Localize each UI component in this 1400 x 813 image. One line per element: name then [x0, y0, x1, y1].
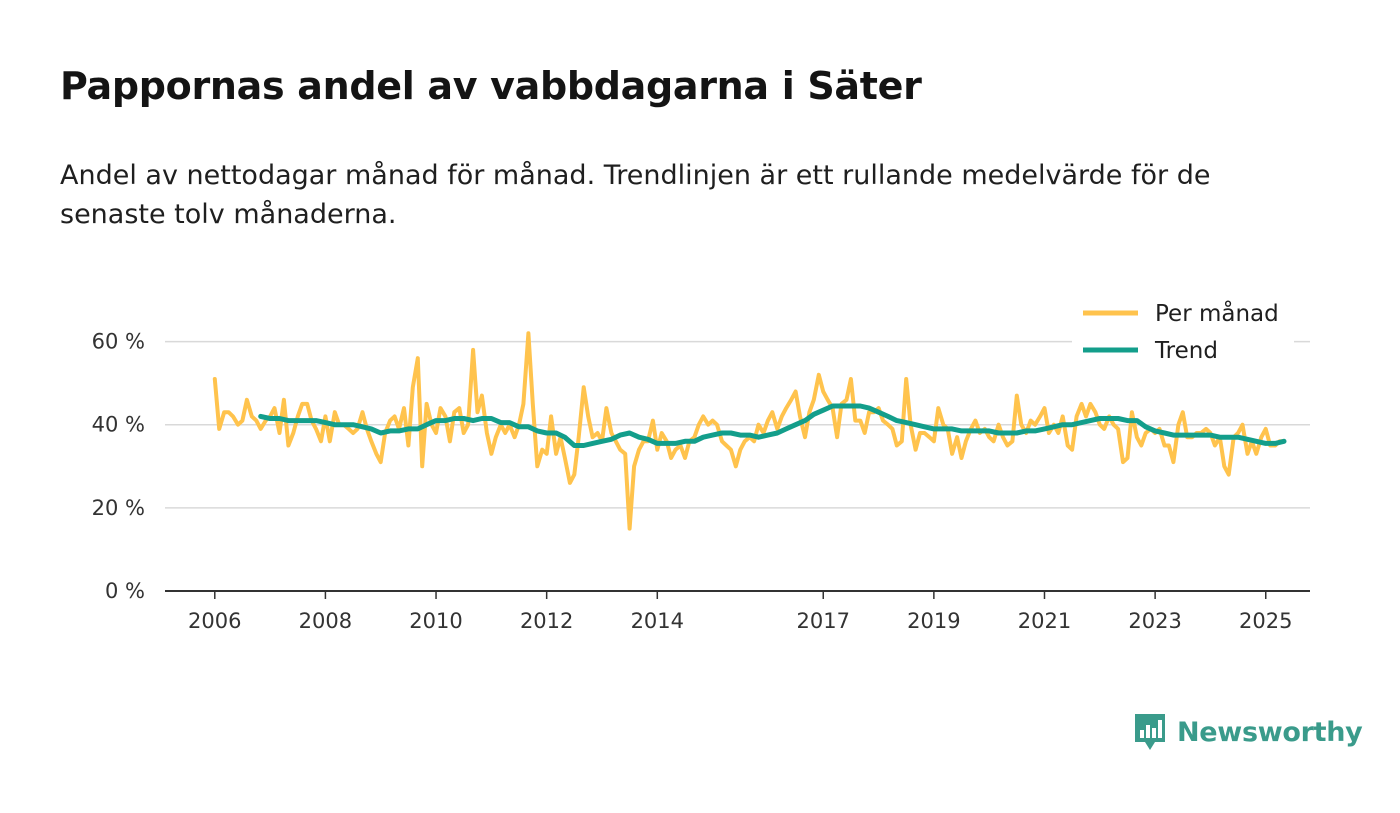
- series-lines: [212, 331, 1287, 531]
- newsworthy-logo: Newsworthy: [1133, 712, 1363, 752]
- legend-background: [1072, 294, 1294, 374]
- x-tick-label: 2023: [1128, 609, 1181, 633]
- x-tick-label: 2017: [797, 609, 850, 633]
- brand-name: Newsworthy: [1177, 716, 1363, 748]
- y-tick-label: 0 %: [105, 579, 145, 603]
- x-tick-label: 2021: [1018, 609, 1071, 633]
- legend: Per månad Trend: [1072, 294, 1294, 374]
- series-line-trend: [258, 403, 1287, 448]
- legend-label-per-manad: Per månad: [1155, 299, 1279, 327]
- x-tick-label: 2014: [631, 609, 684, 633]
- chart-subtitle: Andel av nettodagar månad för månad. Tre…: [60, 160, 1211, 230]
- x-tick-label: 2006: [188, 609, 241, 633]
- y-tick-label: 60 %: [92, 330, 145, 354]
- x-tick-label: 2010: [409, 609, 462, 633]
- x-tick-label: 2008: [299, 609, 352, 633]
- axes: 0 % 20 % 40 % 60 % 2006 2008 2010 2012 2014 2017 2…: [92, 330, 1310, 633]
- chart-title: Pappornas andel av vabbdagarna i Säter: [60, 64, 922, 108]
- legend-label-trend: Trend: [1154, 338, 1218, 364]
- x-tick-label: 2019: [907, 609, 960, 633]
- x-tick-label: 2025: [1239, 609, 1292, 633]
- bar-chart-speech-bubble-icon: [1135, 714, 1165, 750]
- y-tick-label: 40 %: [92, 413, 145, 437]
- y-tick-label: 20 %: [92, 496, 145, 520]
- x-tick-label: 2012: [520, 609, 573, 633]
